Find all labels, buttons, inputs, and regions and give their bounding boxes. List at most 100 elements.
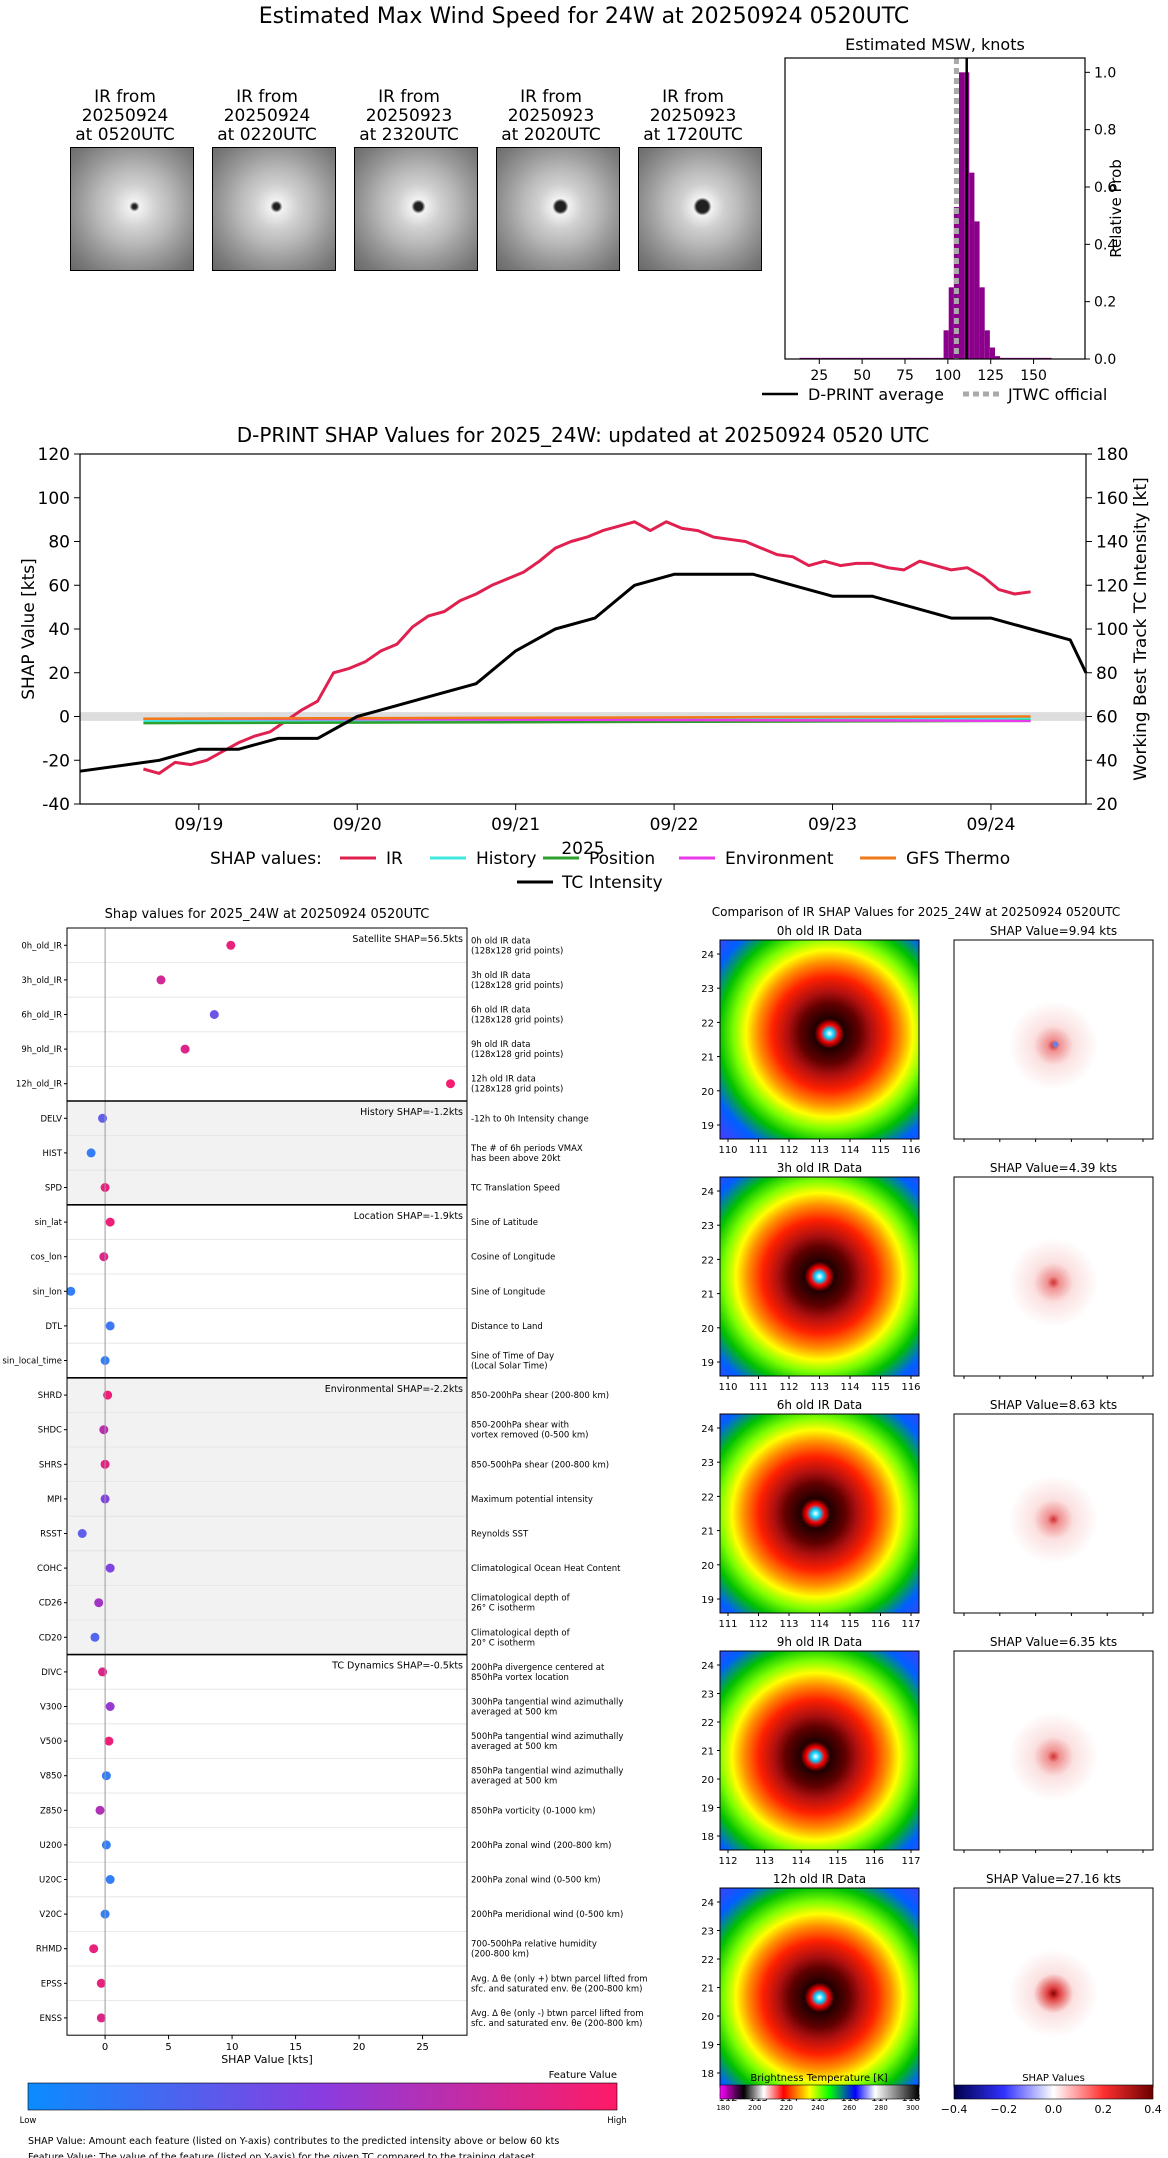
feature-shap-dot [226, 940, 236, 950]
x-tick-label: 117 [901, 1619, 920, 1630]
x-tick-label: 09/19 [174, 815, 223, 835]
feature-description: 850hPa vortex location [471, 1673, 569, 1683]
feature-name: cos_lon [30, 1253, 62, 1263]
ir-panel-title: 9h old IR Data [777, 1635, 863, 1649]
feature-description: (Local Solar Time) [471, 1362, 548, 1372]
x-tick-label: 112 [718, 1856, 737, 1867]
y-axis-label: SHAP Value [kts] [19, 558, 39, 700]
feature-description: sfc. and saturated env. θe (200-800 km) [471, 1984, 643, 1994]
feature-name: HIST [43, 1149, 63, 1159]
x-tick-label: 112 [779, 1145, 798, 1156]
bt-colorbar-tick: 220 [780, 2104, 793, 2112]
ir-panel-title-line3: at 0220UTC [217, 125, 317, 145]
feature-name: DTL [46, 1322, 63, 1332]
feature-shap-dot [209, 1010, 219, 1019]
y-tick-label: 60 [48, 576, 70, 596]
feature-description: (200-800 km) [471, 1950, 529, 1960]
feature-shap-dot [99, 1252, 109, 1262]
shap-panel-title: SHAP Value=4.39 kts [990, 1161, 1117, 1175]
ir-panel-title-line2: 20250924 [81, 106, 169, 126]
x-tick-label: 09/23 [808, 815, 857, 835]
legend-label-position: Position [589, 849, 655, 869]
feature-name: SHRD [38, 1391, 63, 1401]
timeseries-title: D-PRINT SHAP Values for 2025_24W: update… [237, 423, 929, 447]
feature-description: Climatological Ocean Heat Content [471, 1564, 621, 1574]
y-right-tick-label: 60 [1096, 708, 1118, 728]
y-tick-label: 0.4 [1094, 237, 1116, 253]
shap-timeseries: D-PRINT SHAP Values for 2025_24W: update… [19, 423, 1151, 893]
histogram-title: Estimated MSW, knots [845, 36, 1025, 54]
feature-description: Climatological depth of [471, 1594, 571, 1604]
ir-panel-title: 6h old IR Data [777, 1398, 863, 1412]
y-right-tick-label: 80 [1096, 664, 1118, 684]
feature-name: EPSS [41, 1979, 62, 1989]
feature-name: SHRS [39, 1460, 62, 1470]
shap-colorbar-tick: 0.4 [1144, 2103, 1162, 2116]
feature-name: U200 [40, 1841, 62, 1851]
x-tick-label: 111 [718, 1619, 737, 1630]
group-label: Environmental SHAP=-2.2kts [325, 1384, 463, 1395]
y-right-tick-label: 140 [1096, 533, 1128, 553]
x-tick-label: 113 [755, 1856, 774, 1867]
y-tick-label: 0.2 [1094, 295, 1116, 311]
feature-description: 20° C isotherm [471, 1638, 535, 1648]
feature-name: MPI [47, 1495, 62, 1505]
x-tick-label: 10 [226, 2042, 239, 2053]
feature-description: sfc. and saturated env. θe (200-800 km) [471, 2019, 643, 2029]
shap-panel-title: SHAP Value=6.35 kts [990, 1635, 1117, 1649]
x-tick-label: 114 [840, 1382, 859, 1393]
histogram-bar [995, 356, 1001, 359]
ir-panel-title-line2: 20250923 [365, 106, 453, 126]
feature-shap-dot [180, 1044, 190, 1054]
colorbar-title: Feature Value [549, 2070, 617, 2081]
feature-shap-dot [98, 1113, 108, 1123]
ir-panel-title-line2: 20250923 [649, 106, 737, 126]
ir-panel-title-line1: IR from [378, 87, 440, 107]
shap-colorbar-label: SHAP Values [1022, 2073, 1085, 2084]
y-tick-label: 23 [701, 1458, 714, 1469]
x-tick-label: 112 [779, 1382, 798, 1393]
page-title: Estimated Max Wind Speed for 24W at 2025… [258, 4, 910, 29]
y-tick-label: 19 [701, 1804, 714, 1815]
y-tick-label: 21 [701, 1984, 714, 1995]
x-tick-label: 114 [792, 1856, 811, 1867]
y-right-tick-label: 120 [1096, 576, 1128, 596]
group-label: TC Dynamics SHAP=-0.5kts [331, 1661, 463, 1672]
feature-description: Climatological depth of [471, 1628, 571, 1638]
feature-description: Cosine of Longitude [471, 1253, 555, 1263]
y-tick-label: 20 [701, 1775, 714, 1786]
feature-shap-dot [98, 1667, 108, 1677]
colorbar-high-label: High [607, 2116, 627, 2126]
group-label: History SHAP=-1.2kts [360, 1107, 463, 1118]
feature-description: Sine of Latitude [471, 1218, 538, 1228]
x-tick-label: 09/22 [650, 815, 699, 835]
shap-colorbar-tick: 0.0 [1045, 2103, 1063, 2116]
feature-name: COHC [37, 1564, 62, 1574]
feature-description: Maximum potential intensity [471, 1495, 593, 1505]
feature-name: sin_local_time [2, 1357, 62, 1367]
feature-description: 0h old IR data [471, 936, 530, 946]
ir-panel-title: 12h old IR Data [773, 1872, 866, 1886]
x-tick-label: 114 [810, 1619, 829, 1630]
feature-shap-dot [104, 1736, 114, 1746]
ir-panel-title-line1: IR from [236, 87, 298, 107]
y-tick-label: 22 [701, 1955, 714, 1966]
shap-colorbar-tick: −0.4 [941, 2103, 968, 2116]
feature-shap-dot [96, 1978, 106, 1988]
ir-image [719, 1887, 920, 2088]
histogram-frame [784, 57, 1086, 360]
histogram-bar [948, 287, 954, 359]
x-tick-label: 110 [718, 1145, 737, 1156]
ir-image [719, 1176, 920, 1377]
feature-description: 850-500hPa shear (200-800 km) [471, 1460, 609, 1470]
y-tick-label: 21 [701, 1053, 714, 1064]
legend-label-ir: IR [386, 849, 403, 869]
shap-feature-plot: Shap values for 2025_24W at 20250924 052… [2, 907, 647, 2158]
feature-description: 300hPa tangential wind azimuthally [471, 1698, 623, 1708]
legend-title: SHAP values: [210, 849, 322, 869]
y-tick-label: 40 [48, 620, 70, 640]
shap-value-note: SHAP Value: Amount each feature (listed … [28, 2136, 559, 2147]
shap-negative-spot [1052, 1041, 1059, 1048]
ir-panel-title: 0h old IR Data [777, 924, 863, 938]
ir-satellite-image [70, 147, 194, 271]
